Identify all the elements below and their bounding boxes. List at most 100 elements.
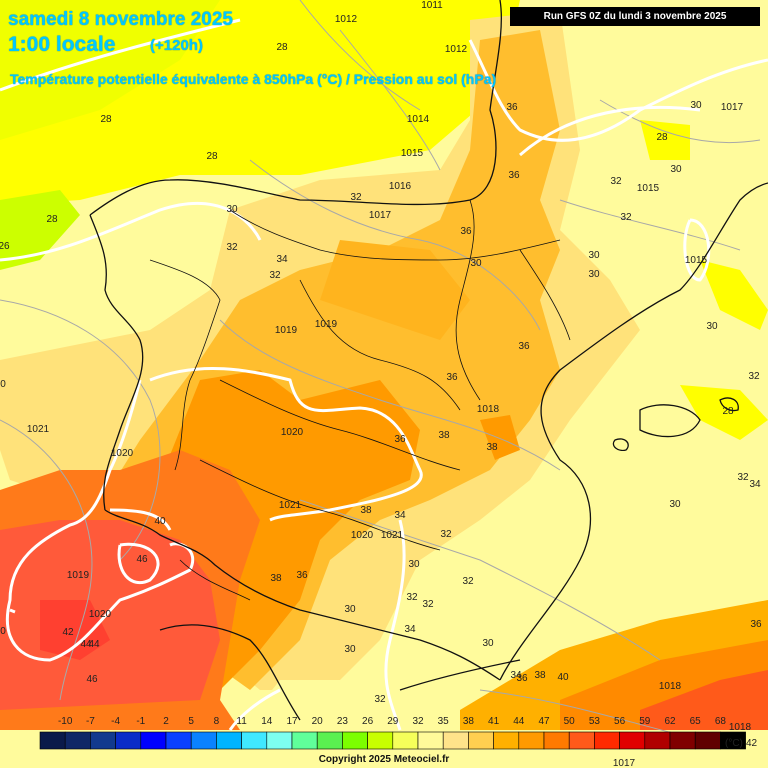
legend-label: -4	[111, 716, 120, 727]
map-subtitle: Température potentielle équivalente à 85…	[10, 71, 497, 87]
temperature-label: 32	[350, 192, 362, 203]
temperature-label: 28	[100, 114, 112, 125]
isobar-line	[249, 159, 541, 331]
temperature-label: 34	[276, 254, 288, 265]
pressure-label: 1017	[369, 210, 392, 221]
pressure-label: 1015	[685, 255, 708, 266]
isotherm-line	[468, 39, 768, 142]
legend-label: 8	[214, 716, 220, 727]
pressure-label: 1018	[477, 404, 500, 415]
legend-swatch	[518, 731, 545, 750]
coastlines	[89, 0, 768, 721]
legend-labels: -10 -7 -4 -1 2 5 8 11 14 17 20 23 26 29 32 35 38 41 44 47 50…	[58, 716, 726, 727]
temperature-label: 36	[460, 226, 472, 237]
pressure-label: 1020	[89, 609, 112, 620]
temperature-label: 28	[206, 151, 218, 162]
legend-swatch	[594, 731, 620, 750]
legend-swatch	[266, 731, 293, 750]
legend-swatch	[417, 731, 444, 750]
coastline-east	[499, 182, 768, 681]
coastline-north	[89, 0, 503, 216]
pressure-label: 1015	[401, 148, 424, 159]
isobar-line	[0, 419, 93, 701]
legend-swatch	[115, 731, 142, 750]
pressure-label: 1018	[729, 722, 752, 733]
coastline-morocco	[159, 624, 301, 721]
temperature-label: 38	[534, 670, 546, 681]
legend-label: 56	[614, 716, 626, 727]
temperature-label: 32	[440, 529, 452, 540]
temperature-label: 42	[62, 627, 74, 638]
temperature-label: 34	[404, 624, 416, 635]
temperature-label: 38	[270, 573, 282, 584]
legend-swatch	[39, 731, 66, 750]
legend-label: 53	[589, 716, 601, 727]
legend-label: 35	[438, 716, 450, 727]
temperature-label: 32	[748, 371, 760, 382]
pressure-label: 1019	[275, 325, 298, 336]
temperature-label: 36	[296, 570, 308, 581]
pressure-label: 1021	[27, 424, 50, 435]
temperature-label: 28	[276, 42, 288, 53]
legend-label: 29	[387, 716, 399, 727]
pressure-label: 1016	[389, 181, 412, 192]
legend-swatch	[291, 731, 318, 750]
temperature-label: 30	[669, 499, 681, 510]
legend-label: 23	[337, 716, 349, 727]
legend-label: 44	[513, 716, 525, 727]
isotherm-line	[117, 542, 160, 584]
temperature-label: 30	[706, 321, 718, 332]
border-region	[229, 209, 561, 261]
temperature-label: 32	[269, 270, 281, 281]
isotherm-line	[149, 367, 423, 522]
temperature-label: 32	[620, 212, 632, 223]
pressure-label: 1015	[637, 183, 660, 194]
legend-label: 68	[715, 716, 727, 727]
deep-orange-patch-east	[480, 415, 520, 460]
legend-swatch	[190, 731, 217, 750]
temperature-label: 30	[588, 250, 600, 261]
temperature-label: 32	[610, 176, 622, 187]
legend-swatch	[241, 731, 268, 750]
legend-swatch	[90, 731, 116, 750]
yellow-zone-top	[260, 0, 420, 90]
coastline-south	[104, 509, 501, 681]
temperature-label: 36	[750, 619, 762, 630]
isotherm-line	[519, 105, 701, 157]
pressure-label: 1017	[721, 102, 744, 113]
legend-label: 47	[538, 716, 550, 727]
temperature-label: 30	[408, 559, 420, 570]
legend-swatch	[493, 731, 520, 750]
border-portugal	[149, 259, 221, 471]
temperature-label: 28	[722, 406, 734, 417]
admin-borders	[149, 199, 571, 601]
isotherm-line	[683, 218, 711, 282]
legend-label: -7	[86, 716, 95, 727]
light-zone-northeast	[560, 0, 768, 200]
temperature-label: 34	[394, 510, 406, 521]
yellow-patch-ne	[640, 120, 690, 160]
legend-swatch	[140, 731, 167, 750]
island-ibiza	[612, 438, 629, 452]
red-zone	[0, 520, 220, 710]
temperature-label: 0	[0, 626, 6, 637]
legend-swatch	[669, 731, 696, 750]
temperature-label: 36	[518, 341, 530, 352]
green-zone-west	[0, 190, 80, 270]
legend-label: 32	[412, 716, 424, 727]
legend-label: 5	[188, 716, 194, 727]
pressure-label: 1018	[659, 681, 682, 692]
legend-label: -10	[58, 716, 73, 727]
temperature-label: 34	[510, 670, 522, 681]
isotherm-line	[228, 688, 281, 731]
pressure-label: 1014	[407, 114, 430, 125]
legend-label: 50	[564, 716, 576, 727]
temperature-label: 38	[486, 442, 498, 453]
legend-swatch	[342, 731, 368, 750]
legend-swatch	[694, 731, 721, 750]
temperature-label: 36	[506, 102, 518, 113]
temperature-label: 36	[394, 434, 406, 445]
temperature-label: 30	[690, 100, 702, 111]
legend-label: -1	[136, 716, 145, 727]
forecast-offset: (+120h)	[150, 37, 203, 54]
